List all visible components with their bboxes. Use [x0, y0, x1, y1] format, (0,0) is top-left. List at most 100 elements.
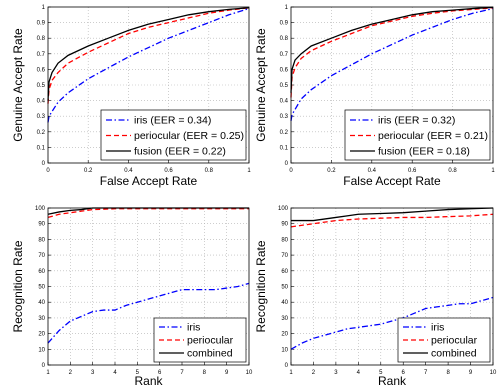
legend-label: fusion (EER = 0.22) — [134, 146, 226, 158]
y-tick-label: 1 — [285, 5, 289, 11]
y-tick-label: 0.6 — [37, 67, 46, 73]
legend-label: combined — [187, 348, 233, 360]
y-axis-label: Recognition Rate — [11, 240, 25, 332]
y-tick-label: 40 — [281, 300, 288, 306]
y-axis-label: Recognition Rate — [254, 240, 268, 332]
x-tick-label: 6 — [402, 370, 406, 376]
y-tick-label: 0.7 — [280, 52, 289, 58]
series-line-0 — [290, 7, 494, 121]
x-tick-label: 5 — [379, 370, 383, 376]
y-tick-label: 60 — [281, 269, 288, 275]
series-line-1 — [290, 7, 494, 98]
y-tick-label: 20 — [281, 332, 288, 338]
x-axis-label: False Accept Rate — [100, 174, 198, 188]
x-tick-label: 2 — [69, 370, 73, 376]
x-tick-label: 3 — [334, 370, 338, 376]
y-tick-label: 90 — [38, 222, 45, 228]
chart-panel-1: 0 0.2 0.4 0.6 0.8 1 0 0.1 0.2 0.3 0.4 0.5 0.6 0.7 0.8 0… — [11, 5, 251, 188]
x-tick-label: 0.2 — [327, 168, 336, 174]
y-tick-label: 0.1 — [280, 145, 289, 151]
y-axis-label: Genuine Accept Rate — [254, 28, 268, 142]
y-axis-label: Genuine Accept Rate — [11, 28, 25, 142]
chart-panel-4: 1 2 3 4 5 6 7 8 9 100102030405060708090100RankRec… — [254, 206, 497, 388]
x-tick-label: 1 — [491, 168, 495, 174]
x-tick-label: 0 — [289, 168, 293, 174]
x-tick-label: 0.8 — [448, 168, 457, 174]
series-line-1 — [290, 213, 494, 228]
y-tick-label: 80 — [38, 237, 45, 243]
series-line-2 — [290, 6, 494, 93]
y-tick-label: 0.3 — [280, 114, 289, 120]
x-tick-label: 0.6 — [408, 168, 417, 174]
y-tick-label: 40 — [38, 300, 45, 306]
y-tick-label: 70 — [38, 253, 45, 259]
axes-frame — [47, 207, 250, 366]
legend: iris (EER = 0.32) periocular (EER = 0.21)… — [344, 109, 491, 161]
y-tick-label: 0.8 — [280, 36, 289, 42]
x-tick-label: 0.2 — [84, 168, 93, 174]
y-tick-label: 100 — [35, 206, 46, 212]
x-tick-label: 3 — [91, 370, 95, 376]
series-line-1 — [47, 208, 249, 219]
x-tick-label: 1 — [289, 370, 293, 376]
y-tick-label: 80 — [281, 237, 288, 243]
legend-label: iris (EER = 0.34) — [134, 115, 211, 127]
x-tick-label: 9 — [469, 370, 473, 376]
y-tick-label: 0.9 — [37, 21, 46, 27]
legend-label: periocular (EER = 0.25) — [134, 130, 244, 142]
legend-label: iris — [187, 322, 200, 334]
x-tick-label: 1 — [46, 370, 50, 376]
x-tick-label: 4 — [113, 370, 117, 376]
x-tick-label: 7 — [424, 370, 428, 376]
y-tick-label: 30 — [38, 316, 45, 322]
axes-frame — [290, 6, 494, 164]
x-axis-label: Rank — [134, 374, 163, 388]
x-tick-label: 5 — [136, 370, 140, 376]
y-tick-label: 90 — [281, 222, 288, 228]
series-line-0 — [47, 282, 250, 344]
y-tick-label: 0.1 — [37, 145, 46, 151]
y-tick-label: 50 — [281, 285, 288, 291]
y-tick-label: 10 — [38, 347, 45, 353]
y-tick-label: 0 — [42, 363, 46, 369]
y-tick-label: 70 — [281, 253, 288, 259]
x-tick-label: 9 — [225, 370, 229, 376]
y-tick-label: 0.4 — [37, 99, 46, 105]
y-tick-label: 0 — [285, 363, 289, 369]
y-tick-label: 0.9 — [280, 21, 289, 27]
series-line-1 — [47, 7, 250, 104]
legend-label: periocular (EER = 0.21) — [378, 130, 488, 142]
y-tick-label: 0.8 — [37, 36, 46, 42]
y-tick-label: 100 — [278, 206, 289, 212]
y-tick-label: 10 — [281, 347, 288, 353]
x-tick-label: 8 — [203, 370, 207, 376]
legend-label: fusion (EER = 0.18) — [378, 146, 470, 158]
x-tick-label: 0 — [46, 168, 50, 174]
y-tick-label: 0.2 — [280, 130, 289, 136]
y-tick-label: 1 — [42, 5, 46, 11]
x-tick-label: 6 — [158, 370, 162, 376]
y-tick-label: 0.6 — [280, 67, 289, 73]
axes-frame — [290, 207, 494, 366]
x-tick-label: 0.8 — [205, 168, 214, 174]
x-tick-label: 2 — [312, 370, 316, 376]
chart-panel-2: 0 0.2 0.4 0.6 0.8 1 0 0.1 0.2 0.3 0.4 0.5 0.6 0.7 0.8 0… — [254, 5, 495, 188]
y-tick-label: 0.5 — [37, 83, 46, 89]
y-tick-label: 0.3 — [37, 114, 46, 120]
y-tick-label: 20 — [38, 332, 45, 338]
x-tick-label: 1 — [247, 168, 251, 174]
series-line-2 — [47, 7, 250, 101]
axes-frame — [47, 6, 250, 164]
legend-label: combined — [431, 348, 477, 360]
x-axis-label: False Accept Rate — [343, 174, 441, 188]
series-line-2 — [291, 207, 494, 222]
series-line-0 — [290, 296, 494, 350]
legend-label: periocular — [187, 335, 234, 347]
legend-label: periocular — [431, 335, 478, 347]
x-tick-label: 10 — [246, 370, 253, 376]
x-tick-label: 7 — [180, 370, 184, 376]
y-tick-label: 60 — [38, 269, 45, 275]
x-tick-label: 0.4 — [124, 168, 133, 174]
